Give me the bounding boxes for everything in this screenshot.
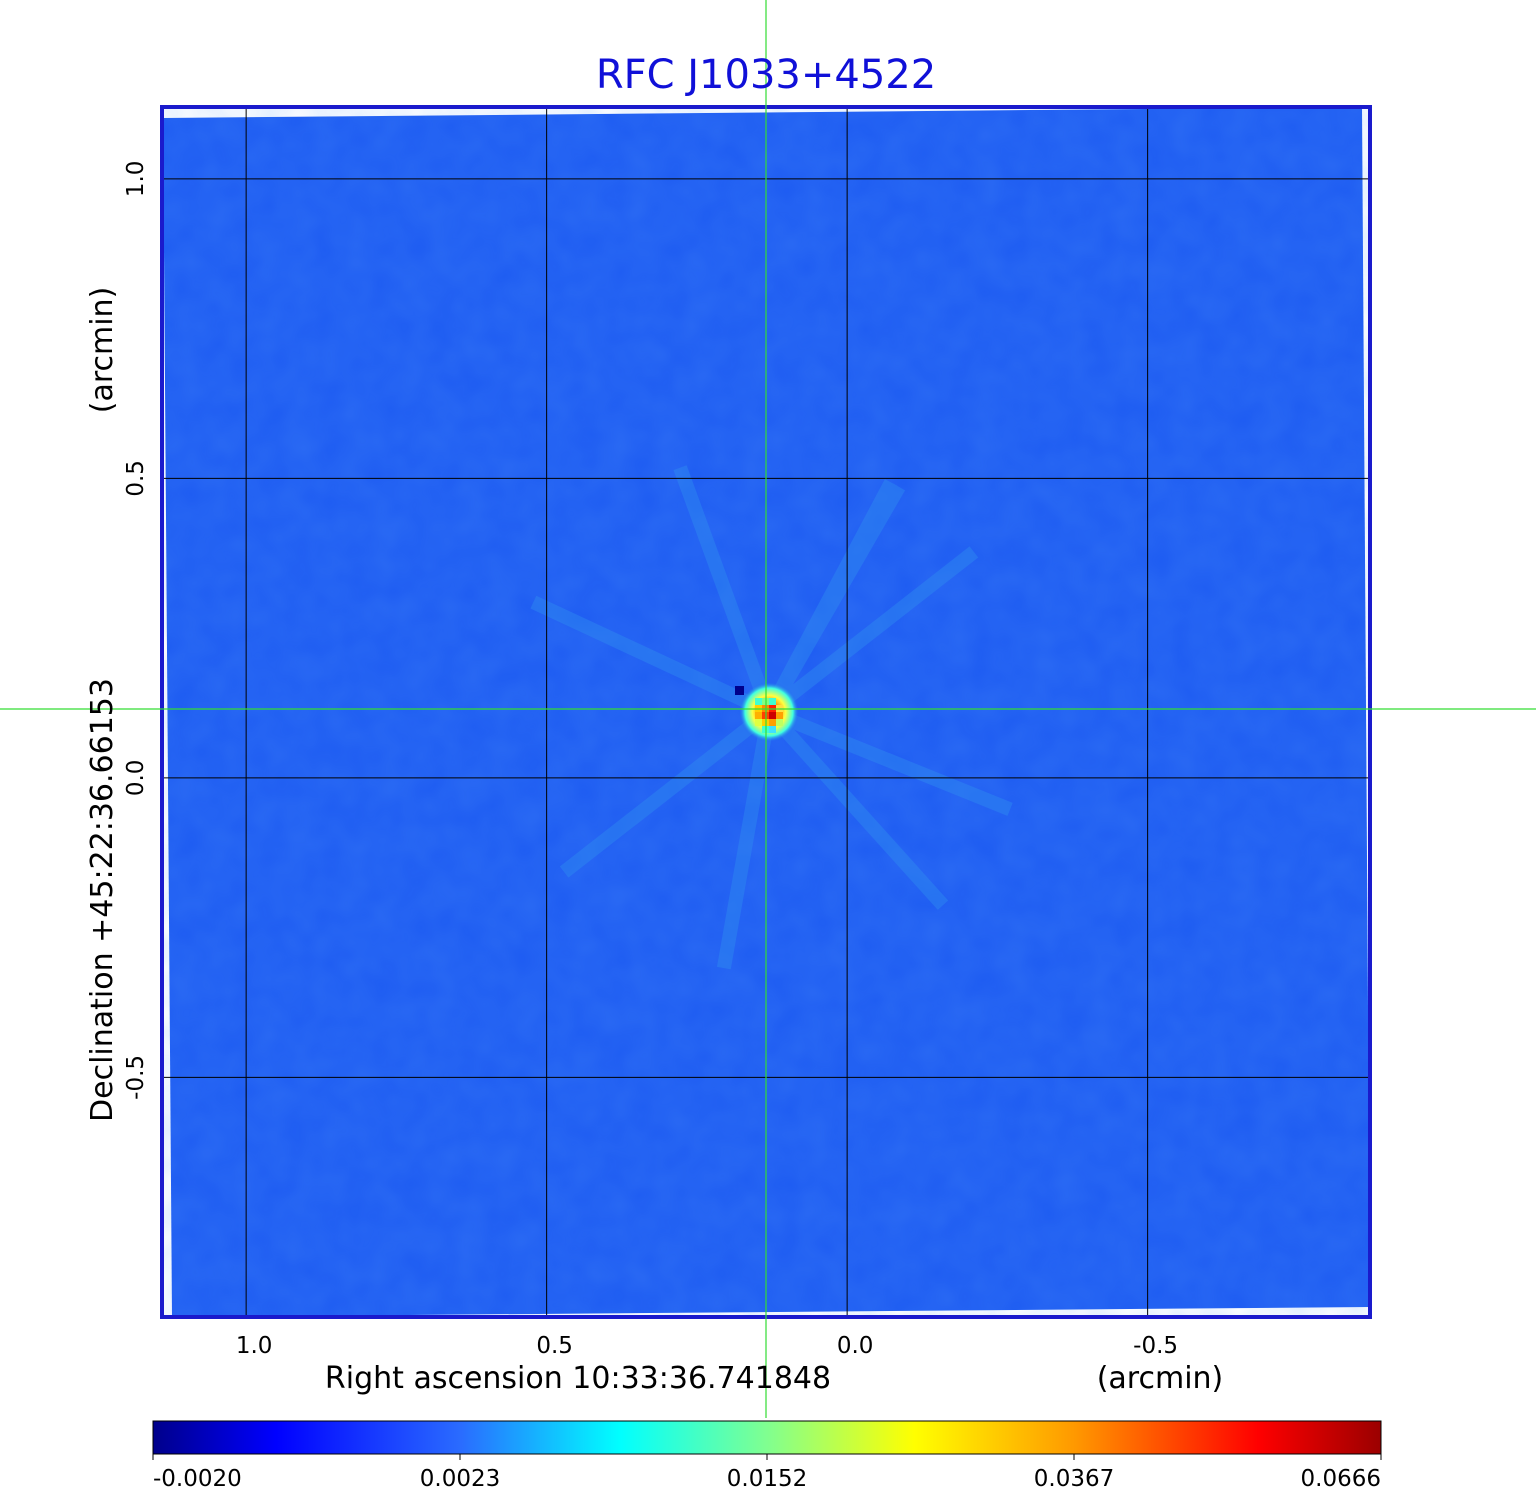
source-pixel-0 — [755, 698, 763, 705]
x-tick-label-3: -0.5 — [1133, 1333, 1178, 1359]
y-tick-label-0: 1.0 — [123, 161, 149, 198]
negative-pixel — [735, 686, 745, 695]
source-pixel-14 — [776, 719, 784, 726]
y-axis-label: Declination +45:22:36.66153 — [85, 678, 120, 1122]
sidelobe-ray-5 — [559, 706, 774, 878]
x-axis-unit: (arcmin) — [1097, 1361, 1224, 1396]
source-pixel-2 — [769, 698, 777, 705]
colorbar-tick-label-3: 0.0367 — [1034, 1466, 1114, 1492]
colorbar-gradient — [152, 1420, 1382, 1455]
x-tick-label-2: 0.0 — [837, 1333, 874, 1359]
colorbar-tick-label-2: 0.0152 — [727, 1466, 807, 1492]
sidelobe-ray-6 — [530, 595, 772, 719]
chart-title: RFC J1033+4522 — [596, 52, 936, 98]
sidelobe-rays — [530, 465, 1013, 970]
source-pixel-13 — [769, 719, 777, 726]
y-axis-unit: (arcmin) — [85, 287, 120, 414]
source-pixel-11 — [755, 719, 763, 726]
y-tick-label-3: -0.5 — [123, 1055, 149, 1100]
source-pixel-10 — [776, 712, 784, 719]
source-pixel-9 — [769, 712, 777, 719]
colorbar-tick-label-4: 0.0666 — [1301, 1466, 1381, 1492]
colorbar-tick-labels: -0.0020 0.0023 0.0152 0.0367 0.0666 — [152, 1454, 1382, 1492]
x-tick-labels: 1.0 0.5 0.0 -0.5 — [236, 1333, 1178, 1359]
y-tick-labels: 1.0 0.5 0.0 -0.5 — [123, 161, 149, 1100]
y-tick-label-1: 0.5 — [123, 460, 149, 497]
sidelobe-ray-3 — [763, 707, 949, 910]
sidelobe-ray-2 — [766, 705, 1013, 816]
source-pixel-16 — [769, 726, 777, 733]
colorbar: -0.0020 0.0023 0.0152 0.0367 0.0666 — [152, 1420, 1382, 1492]
y-tick-label-2: 0.0 — [123, 760, 149, 797]
sidelobe-ray-0 — [762, 479, 898, 716]
colorbar-tick-label-0: -0.0020 — [153, 1466, 242, 1492]
sidelobe-ray-7 — [673, 465, 776, 715]
x-axis-label: Right ascension 10:33:36.741848 — [325, 1361, 831, 1396]
sidelobe-ray-4 — [716, 710, 776, 970]
source-pixel-7 — [755, 712, 763, 719]
sidelobe-ray-1 — [764, 546, 979, 718]
x-tick-label-1: 0.5 — [536, 1333, 573, 1359]
colorbar-tick-label-1: 0.0023 — [420, 1466, 500, 1492]
x-tick-label-0: 1.0 — [236, 1333, 273, 1359]
sidelobe-ray-8 — [762, 483, 906, 716]
